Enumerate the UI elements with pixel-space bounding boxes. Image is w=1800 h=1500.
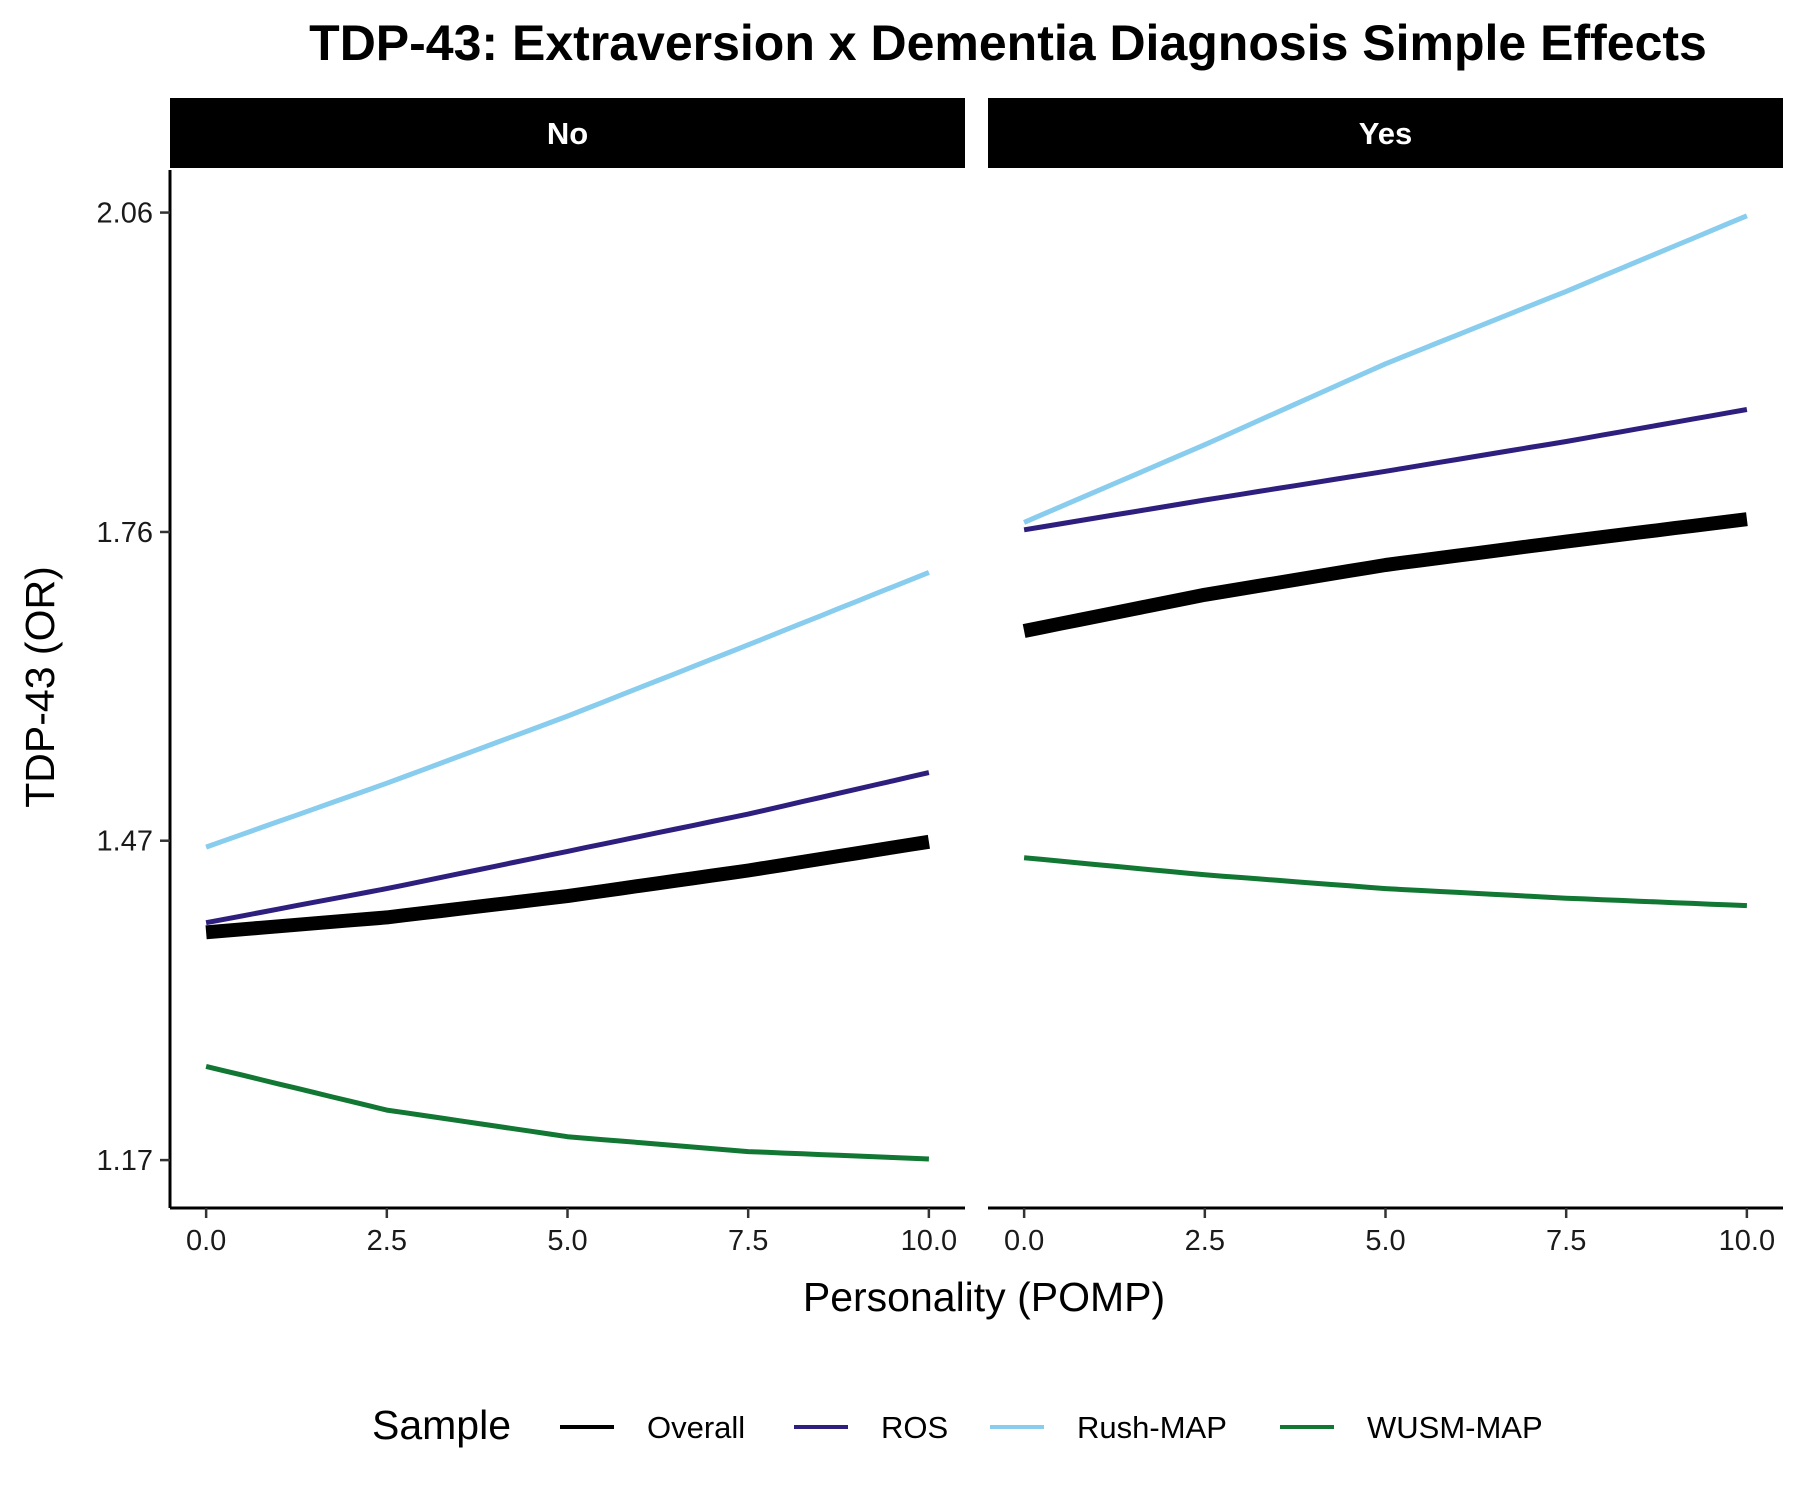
x-tick-label-no: 5.0 xyxy=(547,1225,587,1257)
facet-strip-label-no: No xyxy=(547,116,588,151)
x-axis-title: Personality (POMP) xyxy=(803,1274,1165,1320)
axes: 0.0 2.5 5.0 7.5 10.0 0.0 2.5 5.0 7.5 10.0 1.17 1.47… xyxy=(97,170,1783,1257)
facet-strip-no xyxy=(170,98,965,168)
legend-label-wusm-map: WUSM-MAP xyxy=(1367,1410,1543,1445)
x-tick-label-yes: 5.0 xyxy=(1365,1225,1405,1257)
legend-entries: Overall ROS Rush-MAP WUSM-MAP xyxy=(560,1410,1543,1445)
series-layer xyxy=(205,213,1748,1162)
facet-strips: No Yes xyxy=(170,98,1783,168)
legend: Sample Overall ROS Rush-MAP WUSM-MAP xyxy=(372,1402,1543,1448)
x-tick-label-yes: 7.5 xyxy=(1546,1225,1586,1257)
series-line-rush-map-no xyxy=(205,570,930,850)
y-tick-label: 1.47 xyxy=(97,826,153,858)
y-tick-label: 1.17 xyxy=(97,1145,153,1177)
x-tick-label-yes: 10.0 xyxy=(1719,1225,1775,1257)
series-line-overall-yes xyxy=(1022,512,1748,638)
series-line-wusm-map-yes xyxy=(1023,855,1747,909)
y-tick-label: 1.76 xyxy=(97,517,153,549)
chart-title: TDP-43: Extraversion x Dementia Diagnosi… xyxy=(309,15,1707,71)
y-tick-label: 2.06 xyxy=(97,198,153,230)
series-line-ros-no xyxy=(205,770,930,926)
x-tick-label-no: 2.5 xyxy=(367,1225,407,1257)
x-tick-label-yes: 2.5 xyxy=(1185,1225,1225,1257)
x-tick-label-no: 7.5 xyxy=(728,1225,768,1257)
legend-label-rush-map: Rush-MAP xyxy=(1077,1410,1227,1445)
legend-label-overall: Overall xyxy=(647,1410,745,1445)
series-line-ros-yes xyxy=(1023,407,1748,533)
legend-label-ros: ROS xyxy=(881,1410,948,1445)
y-axis-title: TDP-43 (OR) xyxy=(17,566,63,807)
x-tick-label-yes: 0.0 xyxy=(1004,1225,1044,1257)
facet-strip-label-yes: Yes xyxy=(1359,116,1412,151)
legend-title: Sample xyxy=(372,1402,511,1448)
x-tick-label-no: 0.0 xyxy=(186,1225,226,1257)
series-line-rush-map-yes xyxy=(1023,213,1748,525)
facet-strip-yes xyxy=(988,98,1783,168)
x-tick-label-no: 10.0 xyxy=(901,1225,957,1257)
series-line-wusm-map-no xyxy=(205,1063,929,1162)
series-line-overall-no xyxy=(205,834,930,940)
